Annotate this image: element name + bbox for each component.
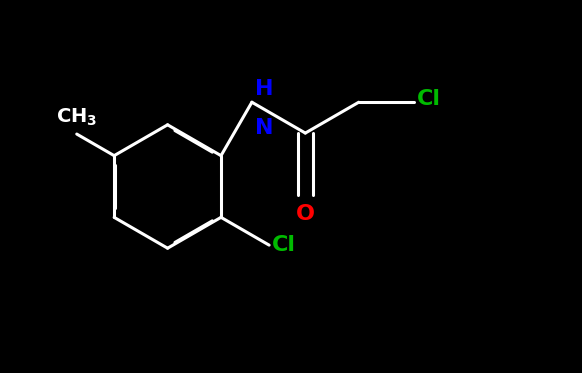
Text: Cl: Cl (272, 235, 296, 255)
Text: O: O (296, 204, 315, 224)
Text: H: H (255, 79, 274, 99)
Text: N: N (255, 117, 274, 138)
Text: Cl: Cl (417, 89, 441, 109)
Text: $\mathregular{CH_3}$: $\mathregular{CH_3}$ (56, 107, 97, 128)
